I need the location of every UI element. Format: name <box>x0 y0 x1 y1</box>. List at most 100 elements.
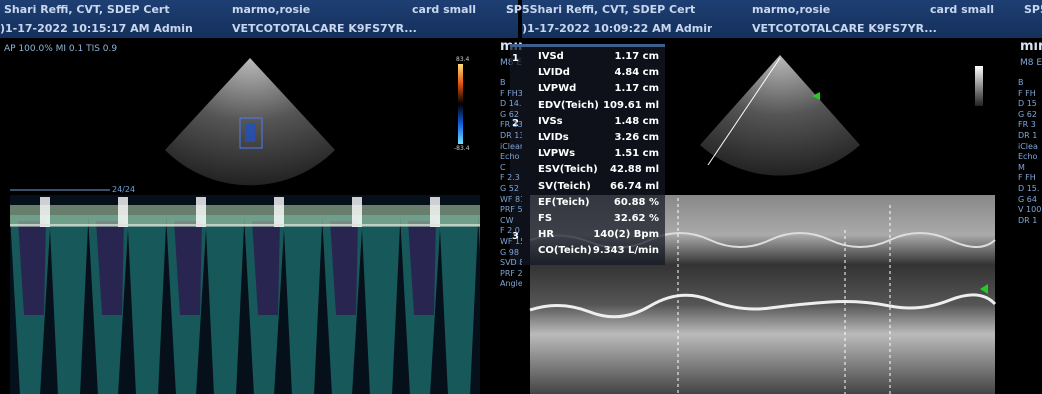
patient: marmo,rosie <box>232 3 311 16</box>
side-label: D 14.0 <box>500 99 522 109</box>
preset: card small <box>412 3 477 16</box>
color-scale <box>458 64 463 144</box>
scale-top: 83.4 <box>456 56 470 63</box>
side-label: Echo I <box>500 152 522 162</box>
header-bar <box>522 0 1042 38</box>
measurement-value: 60.88 % <box>613 196 659 208</box>
measurement-name: LVIDs <box>538 132 569 143</box>
side-label: Echo <box>1018 152 1038 162</box>
focus-marker <box>980 284 988 294</box>
measurement-value: 1.48 cm <box>614 115 659 127</box>
mmode-cursor <box>707 57 781 166</box>
side-label: G 64 <box>1018 194 1037 204</box>
measurement-row: EDV(Teich) 109.61 ml <box>510 100 665 116</box>
measurement-name: LVPWd <box>538 83 577 95</box>
side-label: G 62 <box>1018 109 1037 119</box>
clinic: VETCOTOTALCARE K9FS7YR... <box>752 22 937 35</box>
side-label: D 15 <box>1018 99 1037 109</box>
measurement-row: IVSs 1.48 cm <box>510 116 665 132</box>
measurement-value: 1.17 cm <box>614 83 659 95</box>
side-label: DR 13 <box>500 131 522 140</box>
measurement-row: HR 140(2) Bpm <box>510 229 665 245</box>
focus-marker <box>812 92 820 100</box>
side-label: SVD 8 <box>500 258 522 268</box>
measurement-name: IVSs <box>538 115 563 127</box>
side-label: WF 15 <box>500 237 522 246</box>
measurement-row: FS 32.62 % <box>510 213 665 229</box>
side-label: F FH3 <box>500 88 522 98</box>
side-label: DR 1 <box>1018 215 1038 225</box>
measurement-row: EF(Teich) 60.88 % <box>510 197 665 213</box>
measurement-value: 66.74 ml <box>610 180 659 192</box>
measurement-name: LVPWs <box>538 148 576 160</box>
measurement-value: 4.84 cm <box>614 67 659 79</box>
sweep-count: 24/24 <box>112 185 136 194</box>
side-label: F FH <box>1018 173 1036 183</box>
measurement-row: ESV(Teich) 42.88 ml <box>510 164 665 180</box>
group-number: 1 <box>512 53 519 64</box>
side-label: F FH <box>1018 88 1036 98</box>
side-sub: M8 E <box>1020 58 1042 68</box>
side-label: M <box>1018 162 1025 172</box>
sector-image <box>700 55 860 176</box>
side-label: G 62 <box>500 109 519 119</box>
side-label: Angle <box>500 279 522 289</box>
side-label: B <box>500 78 506 87</box>
side-label: V 100 <box>1018 205 1042 215</box>
side-label: G 52 <box>500 184 519 193</box>
measurement-name: SV(Teich) <box>538 180 591 192</box>
side-label: C <box>500 162 506 172</box>
header-bar <box>0 0 518 38</box>
side-label: WF 81 <box>500 194 522 204</box>
probe: SP5 <box>1024 3 1042 16</box>
side-label: DR 1 <box>1018 131 1038 140</box>
measurement-name: LVIDd <box>538 67 570 79</box>
measurement-value: 1.51 cm <box>614 148 659 160</box>
color-flow <box>245 124 255 142</box>
measurement-row: CO(Teich) 9.343 L/min <box>510 245 665 261</box>
side-label: PRF 2: <box>500 268 522 278</box>
side-label: iClear <box>500 141 522 151</box>
side-label: F 2.0 <box>500 226 520 236</box>
measurement-name: ESV(Teich) <box>538 164 598 176</box>
group-number: 3 <box>512 231 519 243</box>
group-number: 2 <box>512 117 519 129</box>
measurement-table: 1 IVSd 1.17 cm LVIDd 4.84 cm LVPWd 1.17 cm EDV(… <box>510 44 665 265</box>
color-box <box>239 117 263 149</box>
measurement-row: LVIDs 3.26 cm <box>510 132 665 148</box>
side-label: FR 33 <box>500 120 522 130</box>
preset: card small <box>930 3 995 16</box>
side-label: F 2.3 <box>500 173 520 183</box>
measurement-name: IVSd <box>538 51 564 62</box>
measurement-value: 109.61 ml <box>603 99 659 111</box>
probe: SP5 <box>506 3 520 16</box>
side-label: B <box>1018 78 1024 87</box>
measurement-value: 3.26 cm <box>614 132 659 143</box>
measurement-name: EDV(Teich) <box>538 99 599 111</box>
side-label: PRF 5. <box>500 205 522 215</box>
measurement-value: 9.343 L/min <box>592 245 659 257</box>
operator: SP5Shari Reffi, CVT, SDEP Cert <box>506 3 696 16</box>
side-label: CW <box>500 215 514 225</box>
doppler-spectrum <box>10 195 480 394</box>
measurement-row: LVIDd 4.84 cm <box>510 67 665 83</box>
patient: marmo,rosie <box>752 3 831 16</box>
side-label: iClea <box>1018 141 1038 151</box>
sector-image <box>165 58 335 186</box>
measurement-value: 140(2) Bpm <box>593 229 659 241</box>
measurement-value: 1.17 cm <box>614 51 659 62</box>
measurement-name: EF(Teich) <box>538 196 590 208</box>
side-label: D 15. <box>1018 184 1040 193</box>
side-label: G 98 <box>500 247 519 257</box>
wall-trace <box>529 293 997 319</box>
side-label: FR 3 <box>1018 120 1036 130</box>
datetime: )1-17-2022 10:15:17 AM Admin <box>0 22 193 35</box>
measurement-value: 32.62 % <box>613 213 659 224</box>
measurement-name: HR <box>538 229 555 241</box>
measurement-name: CO(Teich) <box>538 245 592 257</box>
clinic: VETCOTOTALCARE K9FS7YR... <box>232 22 417 35</box>
measurement-row: IVSd 1.17 cm <box>510 51 665 67</box>
gray-scale <box>975 66 983 106</box>
